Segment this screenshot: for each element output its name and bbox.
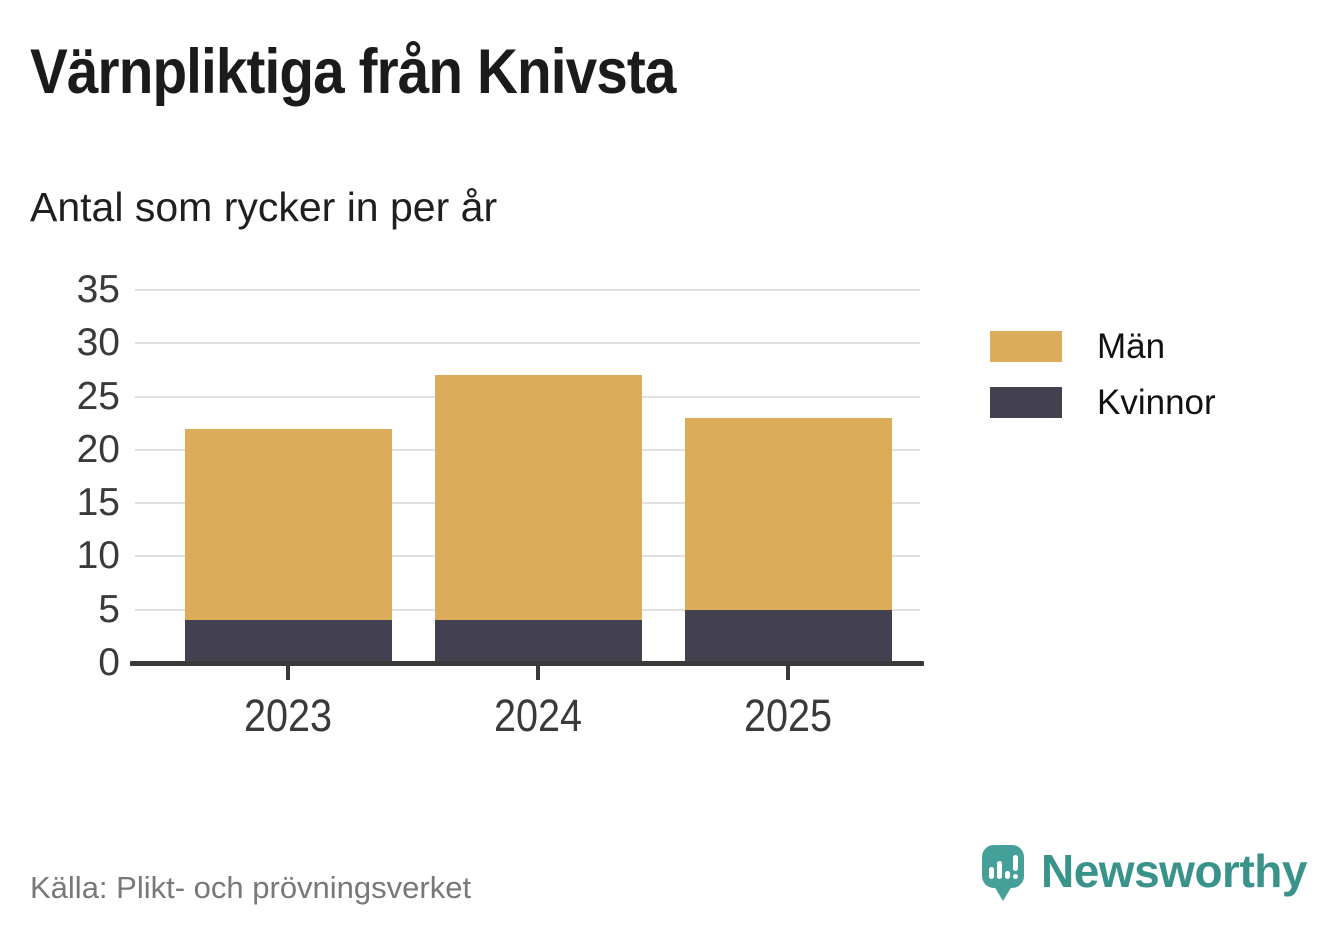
y-axis-tick-label: 10 bbox=[76, 534, 120, 578]
source-note: Källa: Plikt- och prövningsverket bbox=[30, 870, 472, 905]
speech-bubble-tail bbox=[994, 886, 1012, 901]
x-axis-tick bbox=[786, 666, 790, 680]
legend: Män Kvinnor bbox=[990, 329, 1216, 420]
x-axis-tick bbox=[536, 666, 540, 680]
chart-subtitle: Antal som rycker in per år bbox=[30, 184, 498, 230]
newsworthy-logo-icon bbox=[982, 845, 1024, 901]
bar-segment-män-2023 bbox=[184, 428, 392, 621]
legend-label: Män bbox=[1097, 327, 1166, 366]
logo-bar-icon bbox=[996, 861, 1002, 879]
y-axis-tick-label: 5 bbox=[98, 587, 120, 631]
y-axis-tick-label: 15 bbox=[76, 481, 120, 525]
x-axis-tick bbox=[286, 666, 290, 680]
gridline bbox=[135, 342, 920, 345]
x-axis-category-label: 2024 bbox=[493, 690, 583, 741]
bar-segment-kvinnor-2023 bbox=[184, 620, 392, 663]
y-axis-tick-label: 30 bbox=[76, 321, 120, 365]
logo-bar-icon bbox=[1004, 871, 1010, 879]
bar-segment-män-2024 bbox=[434, 375, 642, 621]
exclamation-icon bbox=[1012, 855, 1018, 879]
legend-item-män: Män bbox=[990, 329, 1216, 364]
legend-swatch bbox=[990, 387, 1062, 418]
brand-logo: Newsworthy bbox=[982, 845, 1307, 901]
y-axis-tick-label: 25 bbox=[76, 374, 120, 418]
bar-segment-män-2025 bbox=[684, 417, 892, 610]
y-axis-tick-label: 20 bbox=[76, 427, 120, 471]
legend-swatch bbox=[990, 331, 1062, 362]
legend-label: Kvinnor bbox=[1097, 383, 1216, 422]
y-axis-tick-label: 0 bbox=[98, 641, 120, 684]
logo-bar-icon bbox=[988, 867, 994, 879]
gridline bbox=[135, 289, 920, 291]
bar-segment-kvinnor-2024 bbox=[434, 620, 642, 663]
legend-item-kvinnor: Kvinnor bbox=[990, 385, 1216, 420]
chart-title: Värnpliktiga från Knivsta bbox=[30, 37, 676, 107]
bar-segment-kvinnor-2025 bbox=[684, 609, 892, 663]
y-axis-tick-label: 35 bbox=[76, 268, 120, 311]
brand-name: Newsworthy bbox=[1041, 845, 1307, 897]
x-axis-line bbox=[130, 661, 924, 666]
x-axis-category-label: 2023 bbox=[243, 690, 333, 741]
x-axis-category-label: 2025 bbox=[743, 690, 833, 741]
